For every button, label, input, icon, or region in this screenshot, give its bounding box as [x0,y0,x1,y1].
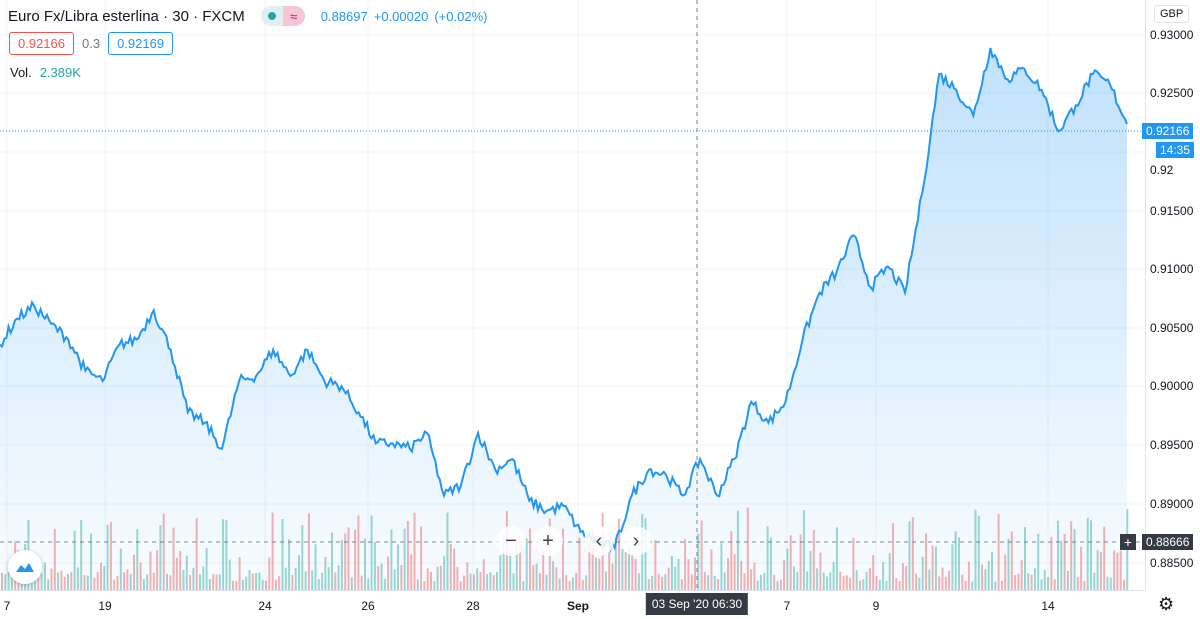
time-tick: 26 [361,599,375,613]
price-change: +0.00020 [373,8,429,24]
gear-icon[interactable]: ⚙ [1158,594,1175,614]
chart-pane[interactable]: Euro Fx/Libra esterlina · 30 · FXCM ≈ 0.… [0,0,1145,590]
delayed-data-icon: ≈ [282,6,305,26]
time-tick: 7 [783,599,791,613]
market-open-icon [260,6,283,26]
price-axis[interactable]: GBP 0.93000 0.92500 0.92 0.91500 0.91000 0.90… [1142,0,1200,590]
price-tick: 0.92 [1150,163,1174,177]
symbol-legend: Euro Fx/Libra esterlina · 30 · FXCM ≈ 0.… [8,6,493,26]
scroll-left-button[interactable]: ‹ [584,526,614,556]
time-tick: Sep [566,599,590,613]
scroll-right-button[interactable]: › [621,526,651,556]
market-status[interactable]: ≈ [260,6,305,26]
add-order-button[interactable]: + [1120,534,1136,550]
price-chart[interactable] [0,0,1145,590]
crosshair-time-label: 03 Sep '20 06:30 [645,593,749,615]
tradingview-cloud-icon[interactable] [8,550,42,584]
price-tick: 0.89500 [1150,438,1194,452]
crosshair-price-label: 0.88666 [1142,534,1194,550]
time-axis[interactable]: 7 19 24 26 28 Sep 7 9 14 03 Sep '20 06:30 [0,590,1145,619]
sell-button[interactable]: 0.92166 [9,32,74,55]
symbol-title[interactable]: Euro Fx/Libra esterlina · 30 · FXCM [8,7,245,25]
volume-value: 2.389K [39,65,81,80]
time-tick: 28 [466,599,480,613]
price-tick: 0.92500 [1150,86,1194,100]
price-line [0,47,1128,554]
time-tick: 9 [872,599,880,613]
price-tick: 0.93000 [1150,28,1194,42]
volume-legend: Vol. 2.389K [10,65,81,80]
time-tick: 7 [3,599,11,613]
price-tick: 0.91000 [1150,262,1194,276]
volume-label: Vol. [10,65,32,80]
buy-button[interactable]: 0.92169 [108,32,174,55]
price-area [0,48,1127,590]
price-tick: 0.91500 [1150,204,1194,218]
time-tick: 24 [258,599,272,613]
price-tick: 0.89000 [1150,497,1194,511]
price-tick: 0.88500 [1150,556,1194,570]
quote-values: 0.88697 +0.00020 (+0.02%) [321,9,494,24]
zoom-out-button[interactable]: − [496,526,526,556]
currency-button[interactable]: GBP [1154,5,1190,23]
price-change-pct: (+0.02%) [434,8,488,24]
countdown-label: 14:35 [1156,142,1195,158]
spread: 0.3 [82,36,101,51]
price-tick: 0.90000 [1150,379,1194,393]
time-tick: 19 [98,599,112,613]
current-price-label: 0.92166 [1142,123,1194,139]
zoom-in-button[interactable]: + [533,526,563,556]
price-tick: 0.90500 [1150,321,1194,335]
last-price: 0.88697 [320,8,368,24]
time-tick: 14 [1041,599,1055,613]
trade-buttons: 0.92166 0.3 0.92169 [9,32,174,55]
